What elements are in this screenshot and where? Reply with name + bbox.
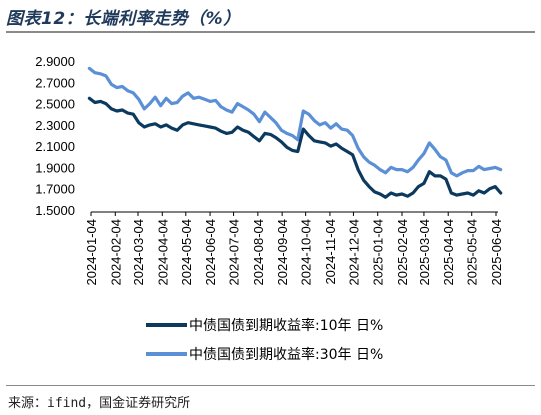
footer-divider: [6, 385, 535, 386]
y-axis: 1.5000 1.7000 1.9000 2.1000 2.3000 2.5000 2.70…: [35, 54, 75, 218]
y-tick-label: 1.5000: [35, 203, 75, 218]
y-tick-label: 2.7000: [35, 75, 75, 90]
x-tick-label: 2024-11-04: [323, 219, 338, 285]
x-tick-label: 2024-05-04: [179, 219, 194, 286]
x-axis: 2024-01-04 2024-02-04 2024-03-04 2024-04-04…: [84, 211, 504, 286]
x-tick-label: 2025-04-04: [441, 219, 456, 286]
x-tick-label: 2024-08-04: [251, 219, 266, 286]
y-tick-label: 2.9000: [35, 54, 75, 69]
x-tick-label: 2025-01-04: [371, 219, 386, 286]
y-tick-label: 1.7000: [35, 182, 75, 197]
x-tick-label: 2025-02-04: [395, 219, 410, 286]
y-tick-label: 2.1000: [35, 139, 75, 154]
source-note: 来源：ifind，国金证券研究所: [8, 396, 191, 411]
x-tick-label: 2024-03-04: [131, 219, 146, 286]
x-tick-label: 2024-01-04: [84, 219, 99, 286]
x-tick-label: 2024-06-04: [203, 219, 218, 286]
title-divider: [6, 31, 535, 33]
x-tick-label: 2024-10-04: [299, 219, 314, 286]
y-tick-label: 2.3000: [35, 118, 75, 133]
x-tick-label: 2024-04-04: [155, 219, 170, 286]
legend: 中债国债到期收益率:10年 日% 中债国债到期收益率:30年 日%: [146, 317, 383, 363]
legend-label: 中债国债到期收益率:30年 日%: [189, 346, 383, 363]
x-tick-label: 2024-09-04: [275, 219, 290, 286]
x-tick-label: 2025-05-04: [465, 219, 480, 286]
y-tick-label: 1.9000: [35, 160, 75, 175]
series-line-10y: [87, 96, 503, 199]
x-tick-label: 2025-03-04: [417, 219, 432, 286]
series-layer: [87, 66, 503, 199]
figure-title: 图表12：长端利率走势（%）: [6, 9, 241, 29]
x-tick-label: 2024-07-04: [227, 219, 242, 286]
series-line-30y: [87, 66, 503, 178]
legend-label: 中债国债到期收益率:10年 日%: [189, 317, 383, 334]
y-tick-label: 2.5000: [35, 97, 75, 112]
x-tick-label: 2024-02-04: [108, 219, 123, 286]
x-tick-label: 2024-12-04: [346, 219, 361, 286]
x-tick-label: 2025-06-04: [489, 219, 504, 286]
